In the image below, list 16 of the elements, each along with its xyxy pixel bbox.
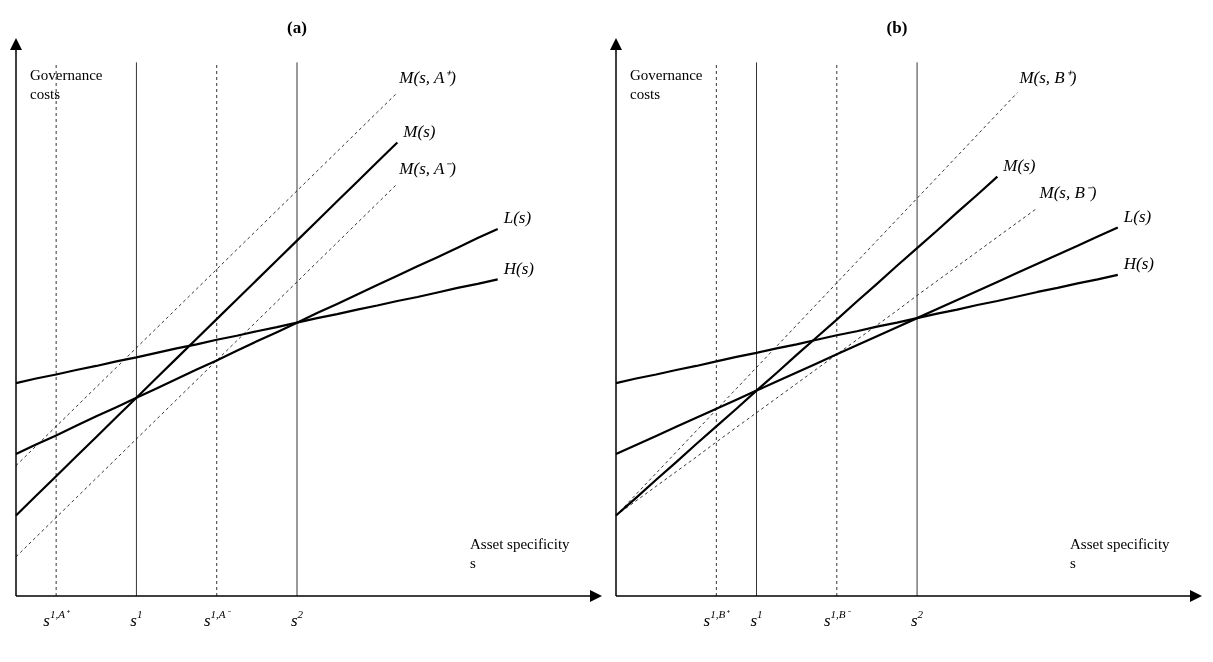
y-axis-title: Governance costs [630,66,703,102]
y-axis-title: Governance costs [30,66,103,102]
chart-title: (b) [886,17,908,37]
series-label: M(s, B⁺) [1018,68,1077,88]
series-label: M(s) [1002,156,1036,176]
series-label: L(s) [1122,206,1152,226]
series-label: L(s) [502,208,532,228]
series-label: H(s) [1122,254,1155,274]
chart-title: (a) [287,17,307,37]
series-label: H(s) [502,258,535,278]
series-label: M(s, A⁺) [398,68,457,88]
x-axis-title: Asset specificity s [470,536,571,572]
series-label: M(s, A⁻) [398,159,457,179]
series-label: M(s, B⁻) [1038,183,1097,203]
x-axis-title: Asset specificity s [1070,536,1171,572]
series-label: M(s) [402,121,436,141]
